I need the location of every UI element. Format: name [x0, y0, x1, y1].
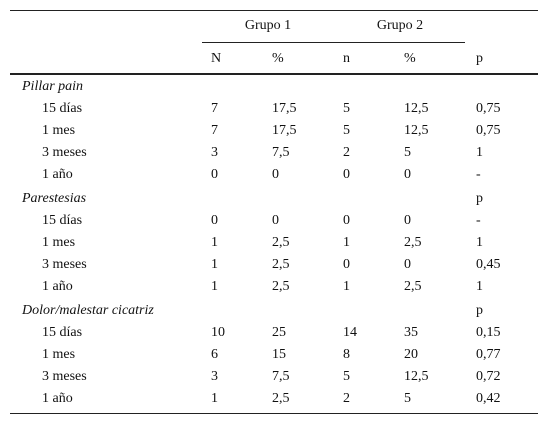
row-label: 1 año — [42, 167, 73, 182]
cell: 7 — [211, 101, 218, 116]
cell: 2,5 — [272, 235, 290, 250]
section-title: Dolor/malestar cicatriz — [22, 303, 154, 318]
cell: 3 — [211, 369, 218, 384]
cell: 5 — [404, 391, 411, 406]
cell: 2 — [343, 145, 350, 160]
group-header: Grupo 1 — [244, 18, 292, 33]
cell: 0 — [343, 257, 350, 272]
cell: 1 — [211, 257, 218, 272]
cell: 0,75 — [476, 123, 501, 138]
cell: 2,5 — [404, 235, 422, 250]
cell: 0,45 — [476, 257, 501, 272]
cell: 15 — [272, 347, 286, 362]
section-title: Pillar pain — [22, 79, 84, 94]
cell: 14 — [343, 325, 357, 340]
row-label: 3 meses — [42, 257, 87, 272]
cell: 1 — [211, 279, 218, 294]
cell: 7 — [211, 123, 218, 138]
cell: 1 — [211, 235, 218, 250]
cell: 20 — [404, 347, 418, 362]
cell: 0,77 — [476, 347, 501, 362]
cell: 1 — [476, 235, 483, 250]
cell: 25 — [272, 325, 286, 340]
cell: 17,5 — [272, 101, 297, 116]
cell: - — [476, 167, 481, 182]
cell: 1 — [211, 391, 218, 406]
cell: 10 — [211, 325, 225, 340]
cell: 17,5 — [272, 123, 297, 138]
cell: 8 — [343, 347, 350, 362]
row-label: 1 año — [42, 391, 73, 406]
cell: 0 — [211, 167, 218, 182]
group-header: Grupo 2 — [376, 18, 424, 33]
row-label: 1 mes — [42, 235, 76, 250]
cell: 1 — [343, 279, 350, 294]
cell: 12,5 — [404, 101, 429, 116]
cell: 0,15 — [476, 325, 501, 340]
cell: - — [476, 213, 481, 228]
column-header: N — [211, 51, 222, 66]
cell: 0 — [272, 167, 279, 182]
cell: 0 — [404, 167, 411, 182]
cell: 2 — [343, 391, 350, 406]
row-label: 1 mes — [42, 347, 76, 362]
row-label: 3 meses — [42, 145, 87, 160]
cell: 0 — [272, 213, 279, 228]
cell: 3 — [211, 145, 218, 160]
cell: 7,5 — [272, 145, 290, 160]
column-header: n — [343, 51, 350, 66]
column-header: p — [476, 51, 483, 66]
row-label: 15 días — [42, 325, 83, 340]
section-p: p — [476, 191, 483, 206]
cell: 0 — [404, 257, 411, 272]
cell: 12,5 — [404, 123, 429, 138]
cell: 0,72 — [476, 369, 501, 384]
row-label: 3 meses — [42, 369, 87, 384]
cell: 0 — [211, 213, 218, 228]
cell: 0 — [404, 213, 411, 228]
section-p: p — [476, 303, 483, 318]
cell: 5 — [343, 123, 350, 138]
cell: 0,75 — [476, 101, 501, 116]
cell: 2,5 — [272, 257, 290, 272]
bottom-rule — [10, 413, 538, 414]
header-rule — [10, 73, 538, 75]
cell: 7,5 — [272, 369, 290, 384]
row-label: 1 año — [42, 279, 73, 294]
top-rule — [10, 10, 538, 11]
row-label: 1 mes — [42, 123, 76, 138]
cell: 2,5 — [404, 279, 422, 294]
column-header: % — [404, 51, 416, 66]
row-label: 15 días — [42, 213, 83, 228]
cell: 2,5 — [272, 279, 290, 294]
cell: 12,5 — [404, 369, 429, 384]
cell: 0,42 — [476, 391, 501, 406]
cell: 35 — [404, 325, 418, 340]
group-rule — [202, 42, 465, 43]
cell: 5 — [404, 145, 411, 160]
cell: 0 — [343, 167, 350, 182]
cell: 1 — [476, 145, 483, 160]
row-label: 15 días — [42, 101, 83, 116]
cell: 0 — [343, 213, 350, 228]
cell: 5 — [343, 369, 350, 384]
cell: 6 — [211, 347, 218, 362]
cell: 2,5 — [272, 391, 290, 406]
cell: 1 — [343, 235, 350, 250]
cell: 1 — [476, 279, 483, 294]
section-title: Parestesias — [22, 191, 87, 206]
column-header: % — [272, 51, 284, 66]
cell: 5 — [343, 101, 350, 116]
